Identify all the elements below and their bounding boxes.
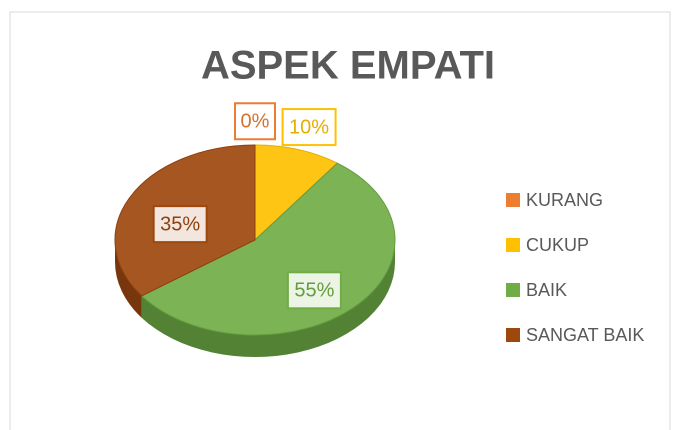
legend-swatch	[506, 328, 520, 342]
data-label: 35%	[160, 213, 200, 235]
legend-label: SANGAT BAIK	[526, 325, 644, 345]
data-label-box	[234, 102, 276, 141]
legend-swatch	[506, 283, 520, 297]
slice-side	[141, 240, 395, 357]
data-label: 55%	[294, 280, 334, 302]
data-label-box	[152, 205, 208, 244]
data-label: 10%	[289, 116, 329, 138]
slice	[254, 144, 339, 242]
legend-swatch	[506, 193, 520, 207]
data-label-box	[286, 271, 342, 310]
chart-title: ASPEK EMPATI	[201, 44, 495, 88]
data-label-box	[281, 108, 337, 147]
data-label: 0%	[241, 111, 270, 133]
slice-side	[115, 240, 142, 318]
legend-swatch	[506, 238, 520, 252]
legend-label: CUKUP	[526, 235, 589, 255]
legend-label: BAIK	[526, 280, 567, 300]
legend-label: KURANG	[526, 190, 603, 210]
